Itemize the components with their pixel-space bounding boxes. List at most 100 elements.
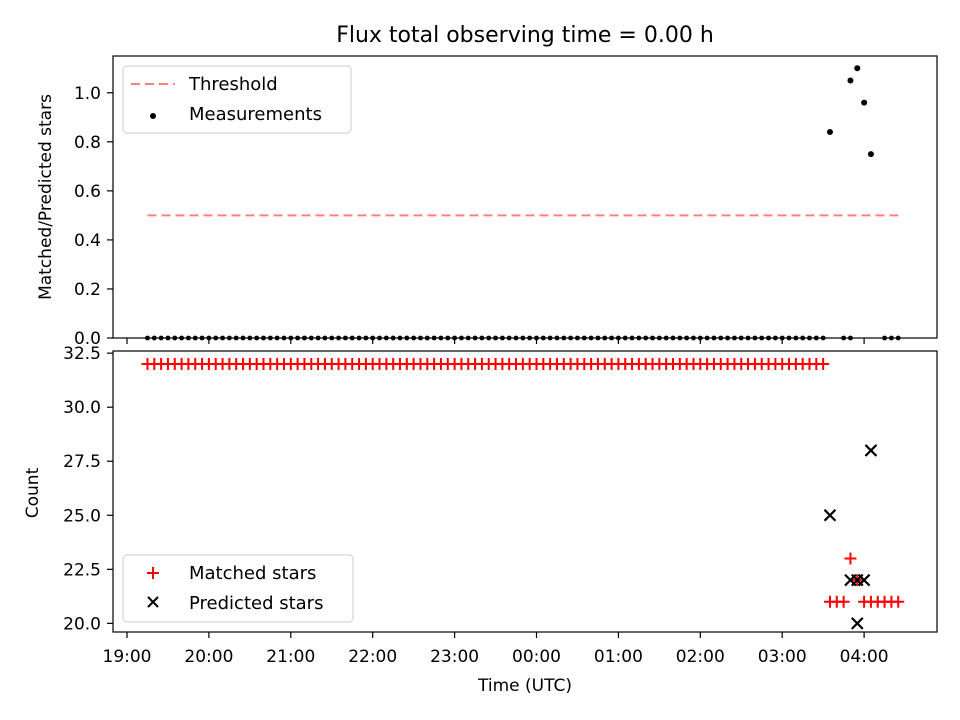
measurement-point [186,335,191,341]
measurement-point [349,335,355,341]
legend-threshold-label: Threshold [188,74,278,95]
legend-measurements-swatch [150,113,156,119]
measurement-point [581,335,587,341]
measurement-point [861,99,868,106]
measurement-point [629,335,635,341]
top-y-tick-label: 0.6 [74,182,101,202]
legend-predicted-swatch [147,596,159,608]
predicted-star-point [857,573,871,587]
predicted-star-mark [823,508,837,522]
top-y-tick-label: 1.0 [74,84,101,104]
predicted-star-point [823,508,837,522]
measurement-point [820,335,826,341]
top-y-tick-label: 0.8 [74,133,101,153]
measurement-point [800,335,806,341]
measurement-point [807,335,812,341]
measurement-point [882,335,887,341]
legend-measurements-label: Measurements [189,104,322,125]
x-tick-label: 22:00 [348,647,397,667]
measurement-point [445,335,451,341]
measurement-point [261,335,266,341]
measurement-point [377,335,382,341]
measurement-point [793,335,799,341]
bottom-legend-box [122,554,354,623]
measurement-point [848,335,853,341]
measurement-point [547,335,553,341]
measurement-point [520,335,526,341]
measurement-point [588,335,594,341]
top-x-axis-ticks [126,338,865,344]
measurement-point [595,335,601,341]
measurement-point [438,335,444,341]
measurement-point [561,335,567,341]
measurement-point [213,335,219,341]
bottom-panel: 20.0 22.5 25.0 27.5 30.0 32.5 19:00 20:00 21:00… [23,344,938,696]
measurement-point [656,335,662,341]
measurement-point [772,335,778,341]
measurement-point [192,335,198,341]
bottom-y-tick-label: 20.0 [63,614,101,634]
measurement-point [826,129,833,136]
top-panel: 0.0 0.2 0.4 0.6 0.8 1.0 Matched/Predicted sta… [36,55,938,349]
measurement-point [663,335,669,341]
measurement-point [336,335,341,341]
bottom-y-tick-label: 27.5 [63,452,101,472]
bottom-y-tick-label: 30.0 [63,398,101,418]
measurement-point [199,335,205,341]
predicted-star-mark [864,444,878,457]
x-tick-label: 21:00 [266,647,315,667]
top-y-tick-label: 0.2 [74,280,101,300]
measurement-point [390,335,396,341]
measurement-point [540,335,546,341]
legend-matched-label: Matched stars [189,563,316,584]
measurement-point [267,335,273,341]
bottom-y-axis: 20.0 22.5 25.0 27.5 30.0 32.5 [63,344,113,634]
measurement-point [854,65,861,72]
measurement-point [725,335,730,341]
measurement-point [383,335,389,341]
bottom-y-tick-label: 25.0 [63,506,101,526]
measurement-point [145,335,150,341]
matched-star-point [817,357,830,370]
measurement-point [759,335,765,341]
measurement-point [404,335,410,341]
measurement-point [636,335,642,341]
measurement-point [554,335,560,341]
measurement-point [343,335,348,341]
measurement-point [165,335,171,341]
matched-star-point [844,552,857,565]
measurement-point [895,335,901,341]
measurement-point [889,335,894,341]
matched-star-point [837,595,850,608]
predicted-star-mark [857,573,871,587]
measurement-point [711,335,717,341]
measurement-point [472,335,478,341]
measurement-point [329,335,335,341]
chart-title: Flux total observing time = 0.00 h [336,23,714,48]
measurement-point [670,335,676,341]
legend-matched-swatch [147,567,159,579]
measurement-point [575,335,580,341]
matched-star-point [892,595,905,608]
predicted-star-mark [850,617,864,630]
measurement-point [179,335,185,341]
measurement-point [247,335,253,341]
top-legend: Threshold Measurements [122,65,352,134]
measurement-point [158,335,164,341]
measurement-point [240,335,246,341]
measurement-point [151,335,157,341]
x-tick-label: 23:00 [430,647,479,667]
measurement-point [254,335,260,341]
measurement-point [479,335,485,341]
measurement-point [718,335,724,341]
bottom-y-tick-label: 32.5 [63,344,101,364]
x-tick-label: 02:00 [676,647,725,667]
x-tick-label: 00:00 [512,647,561,667]
measurement-point [465,335,471,341]
bottom-x-axis: 19:00 20:00 21:00 22:00 23:00 00:00 01:00 02:00… [103,632,889,667]
measurement-point [691,335,696,341]
measurement-point [766,335,771,341]
measurement-point [424,335,430,341]
measurement-point [602,335,608,341]
